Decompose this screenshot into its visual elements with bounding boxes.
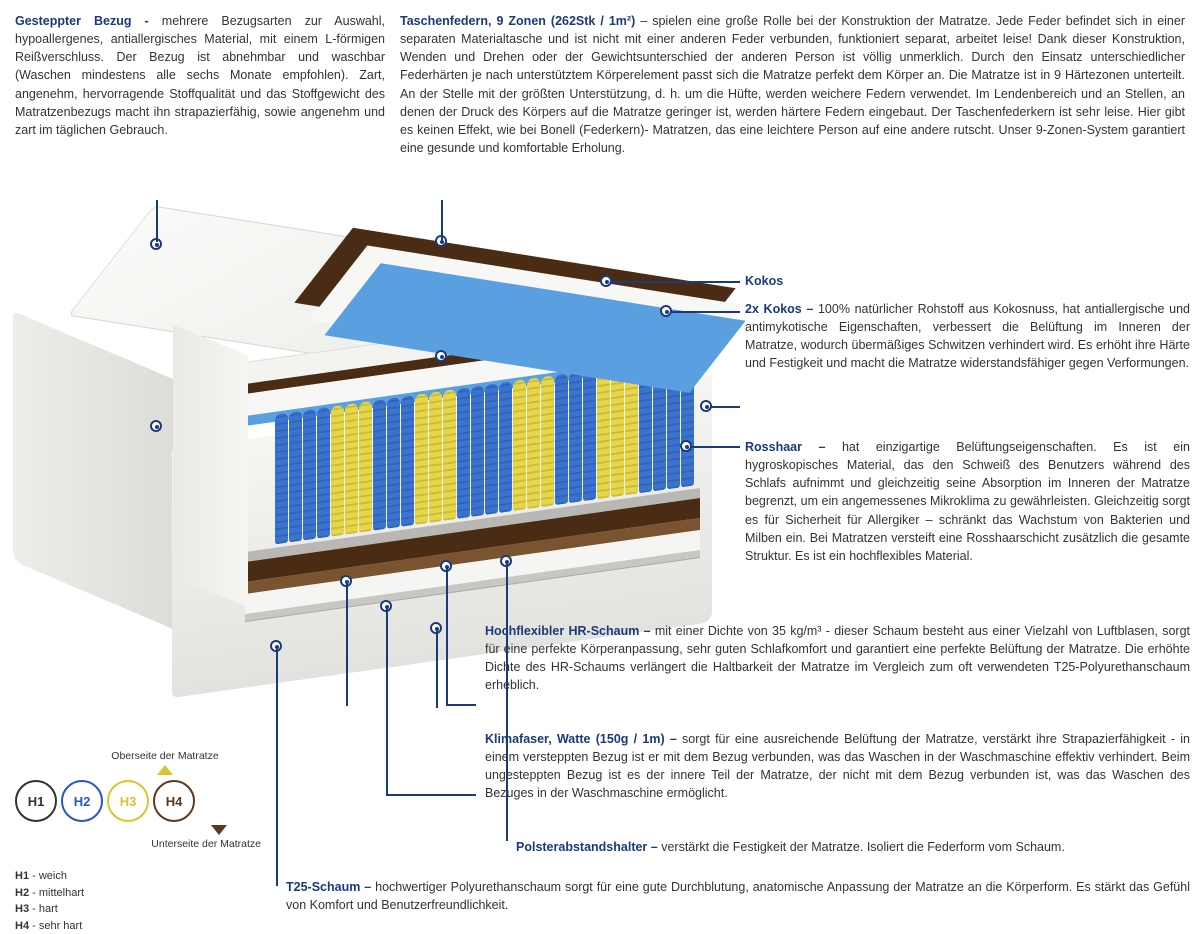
arrow-down-icon (211, 825, 227, 835)
callout-title: Klimafaser, Watte (150g / 1m) – (485, 732, 677, 746)
lead-line (156, 200, 158, 242)
spring-column (345, 403, 358, 535)
lead-line (346, 581, 348, 706)
spring-column (359, 401, 372, 533)
lead-line (386, 606, 388, 796)
arrow-up-icon (157, 765, 173, 775)
firmness-top-label: Oberseite der Matratze (75, 750, 255, 762)
spring-column (499, 381, 512, 513)
firmness-circle-h1: H1 (15, 780, 57, 822)
lead-line (441, 200, 443, 240)
callout-rosshaar: Rosshaar – hat einzigartige Belüftungsei… (745, 438, 1190, 565)
callout-title: Rosshaar – (745, 440, 825, 454)
firmness-legend-row: H2 - mittelhart (15, 885, 255, 902)
spring-column (527, 377, 540, 509)
callout-dot (435, 350, 447, 362)
spring-column (513, 379, 526, 511)
cover-description: Gesteppter Bezug - mehrere Bezugsarten z… (15, 12, 385, 139)
firmness-bottom-label: Unterseite der Matratze (15, 838, 261, 850)
lead-line (446, 566, 448, 706)
firmness-circles: H1H2H3H4 (15, 780, 255, 822)
spring-column (611, 365, 624, 497)
cover-title: Gesteppter Bezug - (15, 14, 149, 28)
mattress-side-left (13, 311, 173, 629)
spring-column (373, 399, 386, 531)
callout-title: Kokos (745, 274, 783, 288)
spring-column (429, 391, 442, 523)
spring-column (401, 395, 414, 527)
callout-body: hochwertiger Polyurethanschaum sorgt für… (286, 880, 1190, 912)
lead-line (670, 311, 740, 313)
callout-body: verstärkt die Festigkeit der Matratze. I… (661, 840, 1065, 854)
spring-column (485, 383, 498, 515)
springs-description: Taschenfedern, 9 Zonen (262Stk / 1m²) – … (400, 12, 1185, 157)
callout-title: Polsterabstandshalter – (516, 840, 658, 854)
lead-line (386, 794, 476, 796)
spring-column (457, 387, 470, 519)
callout-t25: T25-Schaum – hochwertiger Polyurethansch… (286, 878, 1190, 914)
spring-column (471, 385, 484, 517)
callout-dot (150, 420, 162, 432)
callout-body: hat einzigartige Belüftungseigenschaften… (745, 440, 1190, 563)
firmness-legend-row: H1 - weich (15, 868, 255, 885)
cutaway-inner-left (173, 325, 248, 607)
firmness-circle-h3: H3 (107, 780, 149, 822)
callout-polster: Polsterabstandshalter – verstärkt die Fe… (516, 838, 1190, 856)
spring-column (597, 367, 610, 499)
spring-column (541, 375, 554, 507)
firmness-legend-row: H3 - hart (15, 901, 255, 918)
spring-column (415, 393, 428, 525)
firmness-legend-row: H4 - sehr hart (15, 918, 255, 934)
lead-line (690, 446, 740, 448)
spring-column (289, 411, 302, 543)
callout-kokos2: 2x Kokos – 100% natürlicher Rohstoff aus… (745, 300, 1190, 373)
spring-column (275, 413, 288, 545)
spring-column (443, 389, 456, 521)
callout-title: Hochflexibler HR-Schaum – (485, 624, 651, 638)
springs-title: Taschenfedern, 9 Zonen (262Stk / 1m²) (400, 14, 635, 28)
spring-column (303, 409, 316, 541)
springs-body: – spielen eine große Rolle bei der Konst… (400, 14, 1185, 155)
lead-line (276, 646, 278, 886)
firmness-legend: Oberseite der Matratze H1H2H3H4 Untersei… (15, 750, 255, 934)
spring-column (387, 397, 400, 529)
spring-column (555, 373, 568, 505)
callout-title: T25-Schaum – (286, 880, 371, 894)
spring-column (331, 405, 344, 537)
callout-klimafaser: Klimafaser, Watte (150g / 1m) – sorgt fü… (485, 730, 1190, 803)
lead-line (710, 406, 740, 408)
lead-line (610, 281, 740, 283)
firmness-legend-list: H1 - weichH2 - mittelhartH3 - hartH4 - s… (15, 868, 255, 934)
firmness-circle-h2: H2 (61, 780, 103, 822)
lead-line (436, 628, 438, 708)
spring-column (569, 371, 582, 503)
spring-column (583, 369, 596, 501)
callout-kokos-single: Kokos (745, 274, 783, 288)
lead-line (446, 704, 476, 706)
firmness-circle-h4: H4 (153, 780, 195, 822)
callout-hr-foam: Hochflexibler HR-Schaum – mit einer Dich… (485, 622, 1190, 695)
spring-column (317, 407, 330, 539)
callout-title: 2x Kokos – (745, 302, 813, 316)
cover-body: mehrere Bezugsarten zur Auswahl, hypoall… (15, 14, 385, 137)
